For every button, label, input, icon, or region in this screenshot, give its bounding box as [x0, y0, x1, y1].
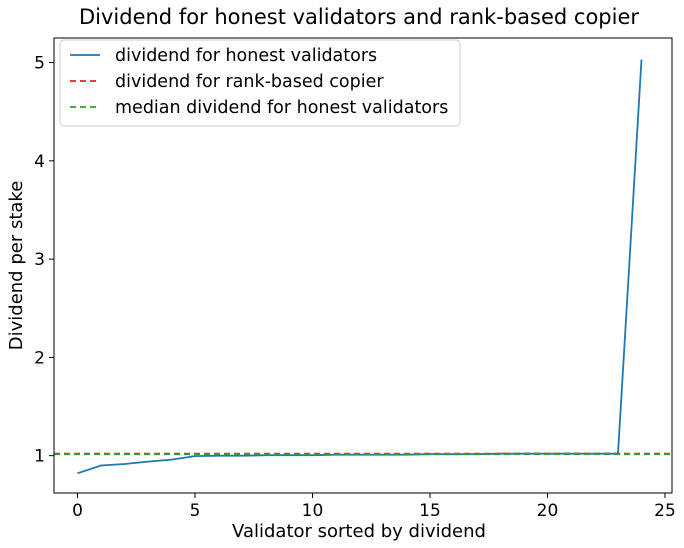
y-tick-label: 3 — [34, 250, 45, 270]
legend-box — [59, 39, 461, 127]
legend-label-2: median dividend for honest validators — [115, 98, 448, 118]
x-axis-ticks: 0 5 10 15 20 25 — [72, 493, 676, 521]
y-tick-label: 2 — [34, 348, 45, 368]
plot-lines — [54, 59, 672, 475]
plot-frame — [53, 37, 673, 494]
x-tick-label: 20 — [537, 501, 559, 521]
y-tick-label: 5 — [34, 54, 45, 74]
x-tick-label: 25 — [654, 501, 676, 521]
legend-label-0: dividend for honest validators — [115, 46, 377, 66]
y-axis-label: Dividend per stake — [6, 181, 27, 351]
legend-label-1: dividend for rank-based copier — [115, 72, 384, 92]
x-axis-label: Validator sorted by dividend — [232, 521, 486, 542]
y-tick-label: 1 — [34, 447, 45, 467]
x-tick-label: 5 — [190, 501, 201, 521]
y-tick-label: 4 — [34, 152, 45, 172]
x-tick-label: 15 — [419, 501, 441, 521]
y-axis-ticks: 1 2 3 4 5 — [34, 54, 54, 467]
chart-title: Dividend for honest validators and rank-… — [79, 5, 639, 29]
legend: dividend for honest validators dividend f… — [59, 39, 461, 127]
x-tick-label: 0 — [72, 501, 83, 521]
x-tick-label: 10 — [302, 501, 324, 521]
